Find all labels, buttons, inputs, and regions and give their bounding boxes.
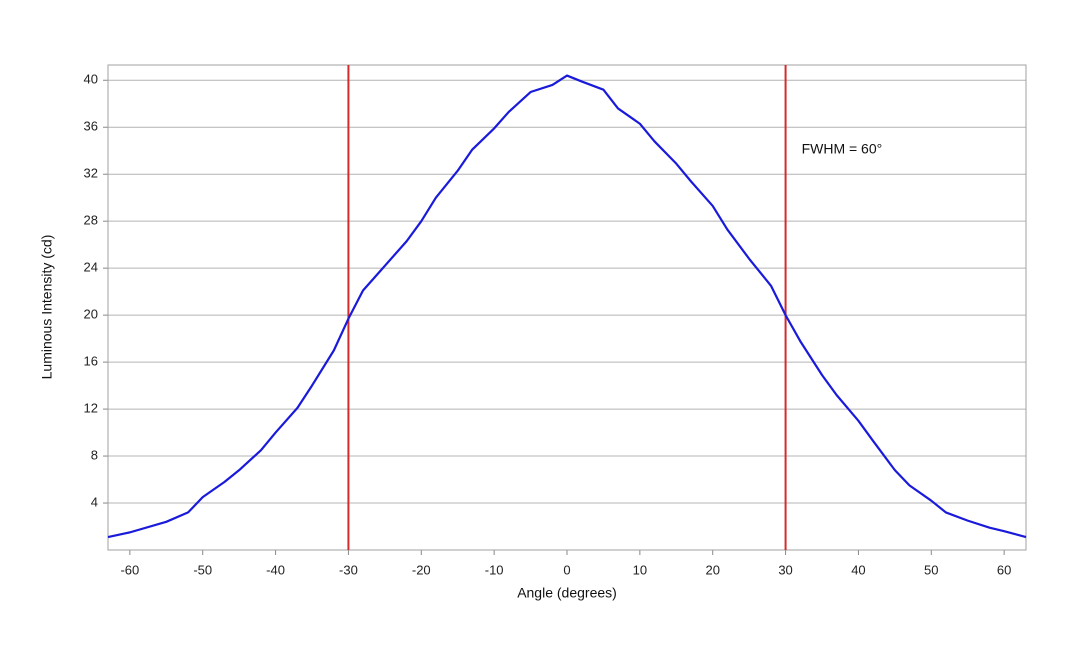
y-tick-label: 24 <box>84 260 98 275</box>
data-line <box>107 74 1027 539</box>
y-tick-label: 28 <box>84 213 98 228</box>
y-tick-label: 16 <box>84 354 98 369</box>
x-axis-title: Angle (degrees) <box>517 585 617 601</box>
x-tick-label: 10 <box>633 562 647 577</box>
x-tick-label: -20 <box>412 562 431 577</box>
x-tick-label: 40 <box>851 562 865 577</box>
y-axis-title: Luminous Intensity (cd) <box>39 235 55 380</box>
x-tick-label: -40 <box>266 562 285 577</box>
plot-border <box>107 64 1027 551</box>
y-tick-label: 4 <box>91 494 98 509</box>
x-tick-label: -50 <box>193 562 212 577</box>
x-tick-label: -10 <box>485 562 504 577</box>
y-tick-label: 20 <box>84 307 98 322</box>
y-tick-label: 8 <box>91 447 98 462</box>
x-tick-label: 60 <box>997 562 1011 577</box>
x-tick-label: 50 <box>924 562 938 577</box>
y-tick-label: 36 <box>84 119 98 134</box>
y-tick-label: 40 <box>84 72 98 87</box>
x-tick-label: 20 <box>705 562 719 577</box>
y-tick-label: 32 <box>84 166 98 181</box>
x-tick-label: 30 <box>778 562 792 577</box>
x-tick-label: -60 <box>120 562 139 577</box>
annotation: FWHM = 60° <box>802 141 883 157</box>
x-tick-label: -30 <box>339 562 358 577</box>
y-tick-label: 12 <box>84 401 98 416</box>
x-tick-label: 0 <box>563 562 570 577</box>
